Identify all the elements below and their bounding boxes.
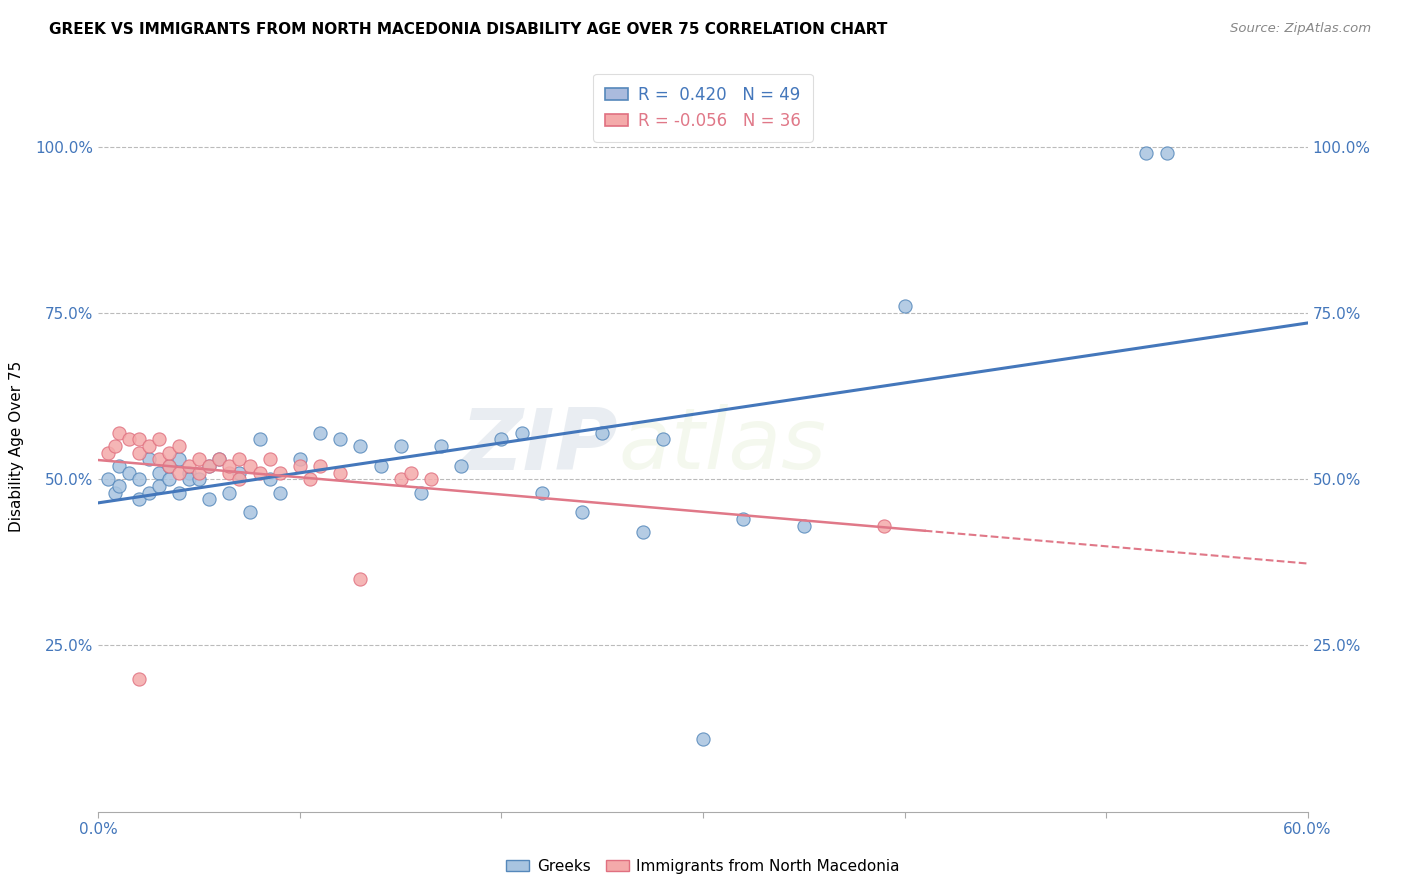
Point	[450, 458, 472, 473]
Point	[157, 458, 180, 473]
Point	[157, 445, 180, 459]
Text: Source: ZipAtlas.com: Source: ZipAtlas.com	[1230, 22, 1371, 36]
Point	[107, 458, 129, 473]
Point	[631, 525, 654, 540]
Point	[157, 458, 180, 473]
Point	[309, 425, 332, 440]
Point	[188, 466, 211, 480]
Point	[420, 472, 443, 486]
Point	[591, 425, 613, 440]
Point	[97, 472, 120, 486]
Point	[218, 466, 240, 480]
Point	[157, 472, 180, 486]
Point	[198, 458, 221, 473]
Point	[179, 472, 201, 486]
Point	[188, 452, 211, 467]
Point	[148, 466, 170, 480]
Point	[128, 445, 150, 459]
Point	[167, 485, 190, 500]
Point	[138, 439, 160, 453]
Point	[399, 466, 422, 480]
Point	[259, 472, 281, 486]
Point	[389, 472, 412, 486]
Point	[128, 492, 150, 507]
Point	[103, 439, 125, 453]
Y-axis label: Disability Age Over 75: Disability Age Over 75	[10, 360, 24, 532]
Point	[188, 472, 211, 486]
Point	[198, 458, 221, 473]
Point	[118, 466, 141, 480]
Point	[249, 433, 271, 447]
Point	[138, 452, 160, 467]
Point	[409, 485, 432, 500]
Point	[1156, 146, 1178, 161]
Point	[288, 452, 311, 467]
Point	[208, 452, 231, 467]
Point	[530, 485, 553, 500]
Point	[148, 433, 170, 447]
Point	[288, 458, 311, 473]
Text: atlas: atlas	[619, 404, 827, 488]
Point	[349, 572, 371, 586]
Point	[228, 472, 250, 486]
Point	[128, 672, 150, 686]
Point	[259, 452, 281, 467]
Point	[239, 458, 262, 473]
Point	[651, 433, 673, 447]
Point	[167, 452, 190, 467]
Point	[118, 433, 141, 447]
Point	[430, 439, 453, 453]
Text: ZIP: ZIP	[461, 404, 619, 488]
Point	[148, 452, 170, 467]
Point	[107, 425, 129, 440]
Point	[239, 506, 262, 520]
Point	[218, 458, 240, 473]
Point	[329, 466, 352, 480]
Legend: R =  0.420   N = 49, R = -0.056   N = 36: R = 0.420 N = 49, R = -0.056 N = 36	[593, 74, 813, 142]
Point	[179, 466, 201, 480]
Legend: Greeks, Immigrants from North Macedonia: Greeks, Immigrants from North Macedonia	[501, 853, 905, 880]
Point	[208, 452, 231, 467]
Point	[309, 458, 332, 473]
Point	[128, 433, 150, 447]
Point	[103, 485, 125, 500]
Point	[733, 512, 755, 526]
Point	[97, 445, 120, 459]
Point	[491, 433, 513, 447]
Point	[179, 458, 201, 473]
Text: GREEK VS IMMIGRANTS FROM NORTH MACEDONIA DISABILITY AGE OVER 75 CORRELATION CHAR: GREEK VS IMMIGRANTS FROM NORTH MACEDONIA…	[49, 22, 887, 37]
Point	[218, 485, 240, 500]
Point	[793, 518, 815, 533]
Point	[148, 479, 170, 493]
Point	[893, 299, 915, 313]
Point	[167, 439, 190, 453]
Point	[692, 731, 714, 746]
Point	[138, 485, 160, 500]
Point	[269, 466, 291, 480]
Point	[107, 479, 129, 493]
Point	[167, 466, 190, 480]
Point	[873, 518, 896, 533]
Point	[249, 466, 271, 480]
Point	[389, 439, 412, 453]
Point	[198, 492, 221, 507]
Point	[128, 472, 150, 486]
Point	[349, 439, 371, 453]
Point	[228, 452, 250, 467]
Point	[510, 425, 533, 440]
Point	[571, 506, 593, 520]
Point	[329, 433, 352, 447]
Point	[370, 458, 392, 473]
Point	[269, 485, 291, 500]
Point	[299, 472, 322, 486]
Point	[228, 466, 250, 480]
Point	[1135, 146, 1157, 161]
